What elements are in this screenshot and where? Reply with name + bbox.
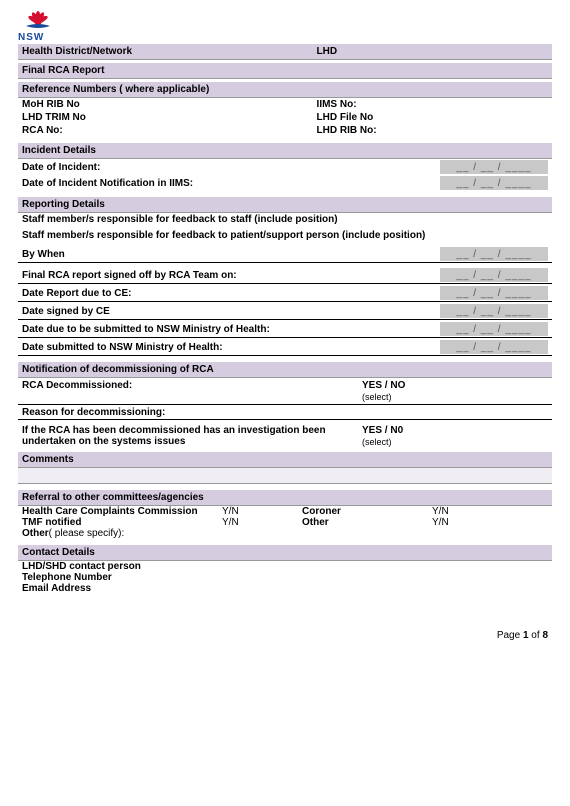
tmf-yn[interactable]: Y/N — [222, 517, 302, 528]
logo-area: NSW — [18, 10, 552, 42]
rca-decom-select[interactable]: YES / NO (select) — [362, 380, 462, 403]
lhd-label: LHD — [317, 46, 548, 57]
tmf-label: TMF notified — [22, 517, 222, 528]
contact-phone: Telephone Number — [18, 572, 552, 583]
coroner-label: Coroner — [302, 506, 432, 517]
sub-nsw-input[interactable]: __ / __ / ____ — [440, 340, 548, 354]
district-header: Health District/Network LHD — [18, 44, 552, 60]
hcc-label: Health Care Complaints Commission — [22, 506, 222, 517]
moh-rib-label: MoH RIB No — [22, 99, 317, 110]
bywhen-input[interactable]: __ / __ / ____ — [440, 247, 548, 261]
due-nsw-row: Date due to be submitted to NSW Ministry… — [18, 320, 552, 338]
file-label: LHD File No — [317, 112, 548, 123]
district-label: Health District/Network — [22, 46, 317, 57]
signed-off-label: Final RCA report signed off by RCA Team … — [22, 270, 440, 281]
contact-email: Email Address — [18, 583, 552, 594]
signed-ce-input[interactable]: __ / __ / ____ — [440, 304, 548, 318]
rca-decom-row: RCA Decommissioned: YES / NO (select) — [18, 378, 552, 405]
incident-notif-row: Date of Incident Notification in IIMS: _… — [18, 175, 552, 191]
signed-ce-row: Date signed by CE __ / __ / ____ — [18, 302, 552, 320]
nsw-label: NSW — [18, 32, 44, 43]
patient-fb-row: Staff member/s responsible for feedback … — [18, 229, 552, 242]
bywhen-label: By When — [22, 249, 440, 260]
signed-off-input[interactable]: __ / __ / ____ — [440, 268, 548, 282]
referral-row-2: TMF notified Y/N Other Y/N — [18, 517, 552, 528]
sub-nsw-label: Date submitted to NSW Ministry of Health… — [22, 342, 440, 353]
due-ce-input[interactable]: __ / __ / ____ — [440, 286, 548, 300]
other-col-label: Other — [302, 517, 432, 528]
comments-section: Comments — [18, 452, 552, 468]
reason-row: Reason for decommissioning: — [18, 405, 552, 420]
contact-section: Contact Details — [18, 545, 552, 561]
coroner-yn[interactable]: Y/N — [432, 506, 492, 517]
other-specify: Other( please specify): — [18, 528, 552, 539]
other-yn[interactable]: Y/N — [432, 517, 492, 528]
ref-row-2: LHD TRIM No LHD File No — [18, 111, 552, 124]
signed-off-row: Final RCA report signed off by RCA Team … — [18, 266, 552, 284]
patient-fb-label: Staff member/s responsible for feedback … — [22, 230, 342, 241]
decom-section: Notification of decommissioning of RCA — [18, 362, 552, 378]
rib-label: LHD RIB No: — [317, 125, 548, 136]
hcc-yn[interactable]: Y/N — [222, 506, 302, 517]
investigation-label: If the RCA has been decommissioned has a… — [22, 425, 362, 448]
reason-label: Reason for decommissioning: — [22, 407, 362, 418]
sub-nsw-row: Date submitted to NSW Ministry of Health… — [18, 338, 552, 356]
ref-section: Reference Numbers ( where applicable) — [18, 82, 552, 98]
reporting-section: Reporting Details — [18, 197, 552, 213]
ref-row-3: RCA No: LHD RIB No: — [18, 124, 552, 137]
investigation-select[interactable]: YES / N0 (select) — [362, 425, 462, 448]
due-ce-label: Date Report due to CE: — [22, 288, 440, 299]
due-nsw-input[interactable]: __ / __ / ____ — [440, 322, 548, 336]
referral-row-1: Health Care Complaints Commission Y/N Co… — [18, 506, 552, 517]
due-nsw-label: Date due to be submitted to NSW Ministry… — [22, 324, 440, 335]
incident-notif-label: Date of Incident Notification in IIMS: — [22, 178, 440, 189]
rca-decom-label: RCA Decommissioned: — [22, 380, 362, 403]
contact-person: LHD/SHD contact person — [18, 561, 552, 572]
report-title: Final RCA Report — [18, 63, 552, 79]
ref-row-1: MoH RIB No IIMS No: — [18, 98, 552, 111]
form-page: NSW Health District/Network LHD Final RC… — [0, 0, 570, 649]
iims-label: IIMS No: — [317, 99, 548, 110]
referral-section: Referral to other committees/agencies — [18, 490, 552, 506]
signed-ce-label: Date signed by CE — [22, 306, 440, 317]
rca-label: RCA No: — [22, 125, 317, 136]
comments-blank — [18, 468, 552, 484]
staff-fb-label: Staff member/s responsible for feedback … — [22, 214, 338, 225]
page-footer: Page 1 of 8 — [18, 624, 552, 641]
incident-date-input[interactable]: __ / __ / ____ — [440, 160, 548, 174]
bywhen-row: By When __ / __ / ____ — [18, 245, 552, 263]
due-ce-row: Date Report due to CE: __ / __ / ____ — [18, 284, 552, 302]
incident-date-label: Date of Incident: — [22, 162, 440, 173]
waratah-icon — [20, 8, 56, 34]
trim-label: LHD TRIM No — [22, 112, 317, 123]
staff-fb-row: Staff member/s responsible for feedback … — [18, 213, 552, 226]
incident-section: Incident Details — [18, 143, 552, 159]
incident-date-row: Date of Incident: __ / __ / ____ — [18, 159, 552, 175]
investigation-row: If the RCA has been decommissioned has a… — [18, 423, 552, 449]
incident-notif-input[interactable]: __ / __ / ____ — [440, 176, 548, 190]
